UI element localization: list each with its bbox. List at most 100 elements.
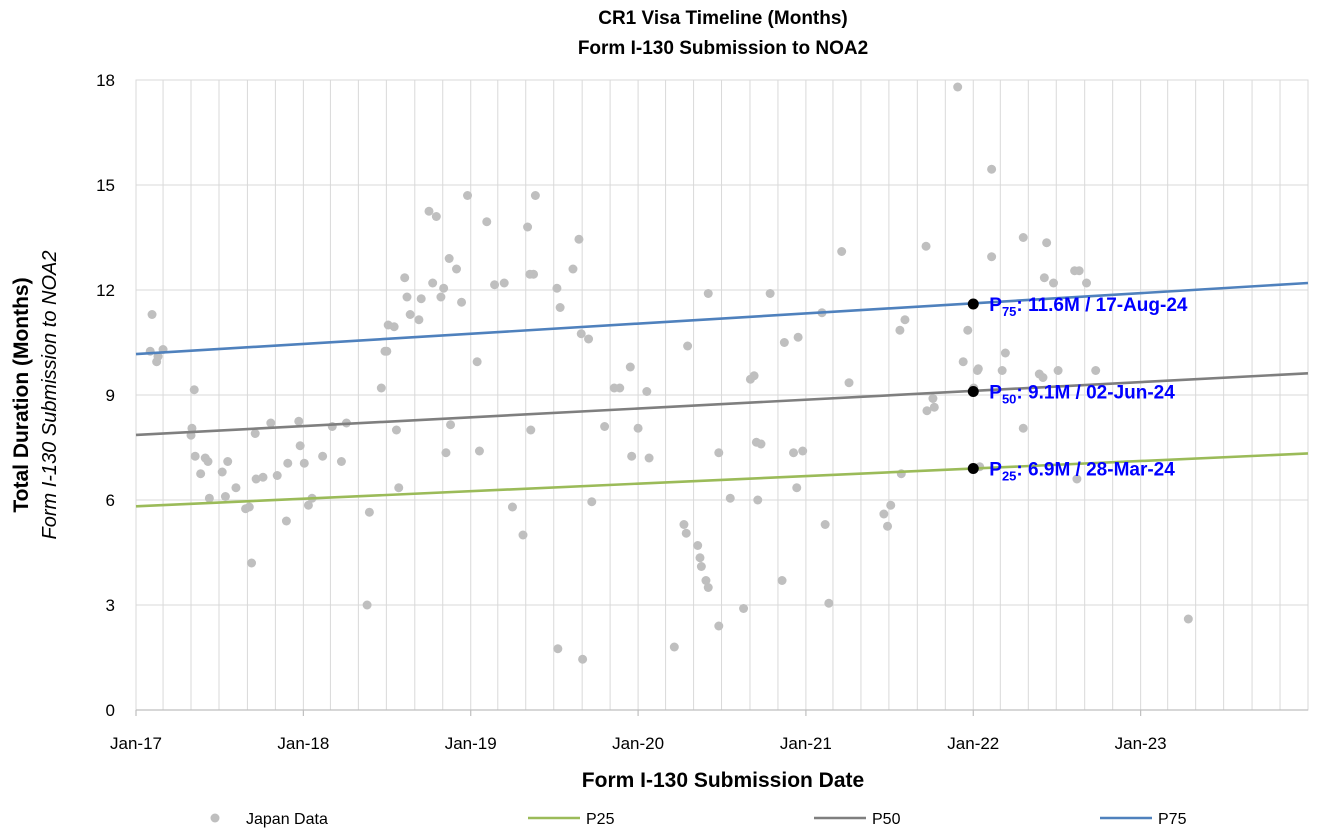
data-point (820, 520, 830, 529)
data-point (204, 493, 214, 503)
x-axis-title: Form I-130 Submission Date (582, 769, 864, 792)
data-point (474, 446, 484, 456)
data-point (436, 292, 446, 302)
data-point (250, 429, 260, 438)
data-point (765, 289, 775, 298)
data-point (625, 362, 635, 372)
data-point (258, 472, 268, 482)
x-axis-ticks: Jan-17 Jan-18 Jan-19 Jan-20 Jan-21 Jan-22 Jan-… (110, 710, 1167, 753)
data-point (1018, 423, 1028, 433)
annotation-marker (967, 298, 979, 310)
data-point (789, 448, 799, 458)
data-point (679, 520, 689, 529)
y-tick-label: 15 (96, 176, 115, 195)
data-point (203, 457, 213, 466)
data-point (507, 502, 517, 512)
data-point (376, 383, 386, 393)
data-point (1053, 366, 1063, 375)
data-point (574, 234, 584, 244)
data-point (879, 509, 889, 519)
data-point (530, 191, 540, 200)
data-point (798, 446, 808, 456)
x-tick-label: Jan-17 (110, 734, 162, 753)
data-point (695, 553, 705, 563)
data-point (963, 325, 973, 335)
data-point (753, 495, 763, 505)
data-point (416, 294, 426, 304)
data-point (703, 583, 713, 592)
data-point (400, 273, 410, 283)
data-point (568, 264, 578, 274)
data-point (1082, 278, 1092, 288)
y-axis-ticks: 0 3 6 9 12 15 18 (96, 71, 115, 720)
data-point (457, 297, 467, 307)
y-tick-label: 9 (106, 386, 115, 405)
annotation-marker (967, 386, 979, 397)
legend-label: P50 (872, 811, 901, 828)
data-point (696, 562, 706, 571)
data-point (973, 364, 983, 374)
data-point (196, 469, 206, 479)
data-point (402, 292, 412, 302)
data-point (414, 315, 424, 325)
data-point (584, 334, 594, 344)
y-axis-title: Total Duration (Months) (10, 277, 33, 512)
annotation-label: P50: 9.1M / 02-Jun-24 (989, 383, 1175, 407)
x-tick-label: Jan-22 (947, 734, 999, 753)
data-point (336, 457, 346, 466)
annotations: P75: 11.6M / 17-Aug-24 P50: 9.1M / 02-Jun… (967, 295, 1188, 484)
data-point (251, 474, 261, 484)
data-point (472, 357, 482, 367)
data-point (714, 448, 724, 458)
trend-line-p50 (135, 372, 1309, 437)
data-point (886, 500, 896, 510)
data-point (266, 418, 276, 428)
legend-label: Japan Data (246, 811, 328, 828)
data-point (1018, 233, 1028, 242)
data-point (1049, 278, 1059, 288)
data-point (231, 483, 241, 493)
data-point (295, 441, 305, 451)
data-point (928, 394, 938, 403)
y-tick-label: 6 (106, 491, 115, 510)
data-point (283, 458, 293, 468)
data-point (749, 371, 759, 381)
trend-line-p25 (135, 452, 1309, 508)
data-point (578, 654, 588, 664)
data-point (793, 332, 803, 342)
data-point (701, 576, 711, 585)
x-tick-label: Jan-18 (277, 734, 329, 753)
data-point (1038, 373, 1048, 382)
data-point (391, 425, 401, 435)
data-point (217, 467, 227, 477)
data-point (431, 212, 441, 221)
data-point (883, 521, 893, 531)
data-point (424, 206, 434, 216)
data-point (364, 507, 374, 517)
x-tick-label: Jan-23 (1115, 734, 1167, 753)
data-point (1072, 474, 1082, 484)
data-point (895, 325, 905, 335)
data-point (441, 448, 451, 458)
data-point (739, 604, 749, 613)
data-point (244, 502, 254, 512)
data-point (900, 315, 910, 325)
data-point (552, 283, 562, 293)
data-point (1091, 366, 1101, 375)
data-point (642, 387, 652, 396)
data-point (997, 366, 1007, 375)
data-point (600, 422, 610, 431)
data-point (446, 420, 456, 430)
data-point (482, 217, 492, 227)
data-point (405, 310, 415, 319)
data-point (529, 269, 539, 279)
y-tick-label: 3 (106, 596, 115, 615)
chart-title-line-2: Form I-130 Submission to NOA2 (578, 38, 868, 59)
data-point (189, 385, 199, 395)
data-point (444, 254, 454, 263)
data-point (247, 558, 257, 568)
data-point (389, 322, 399, 332)
data-point (669, 642, 679, 652)
japan-data-points (145, 82, 1193, 664)
data-point (1074, 266, 1084, 276)
